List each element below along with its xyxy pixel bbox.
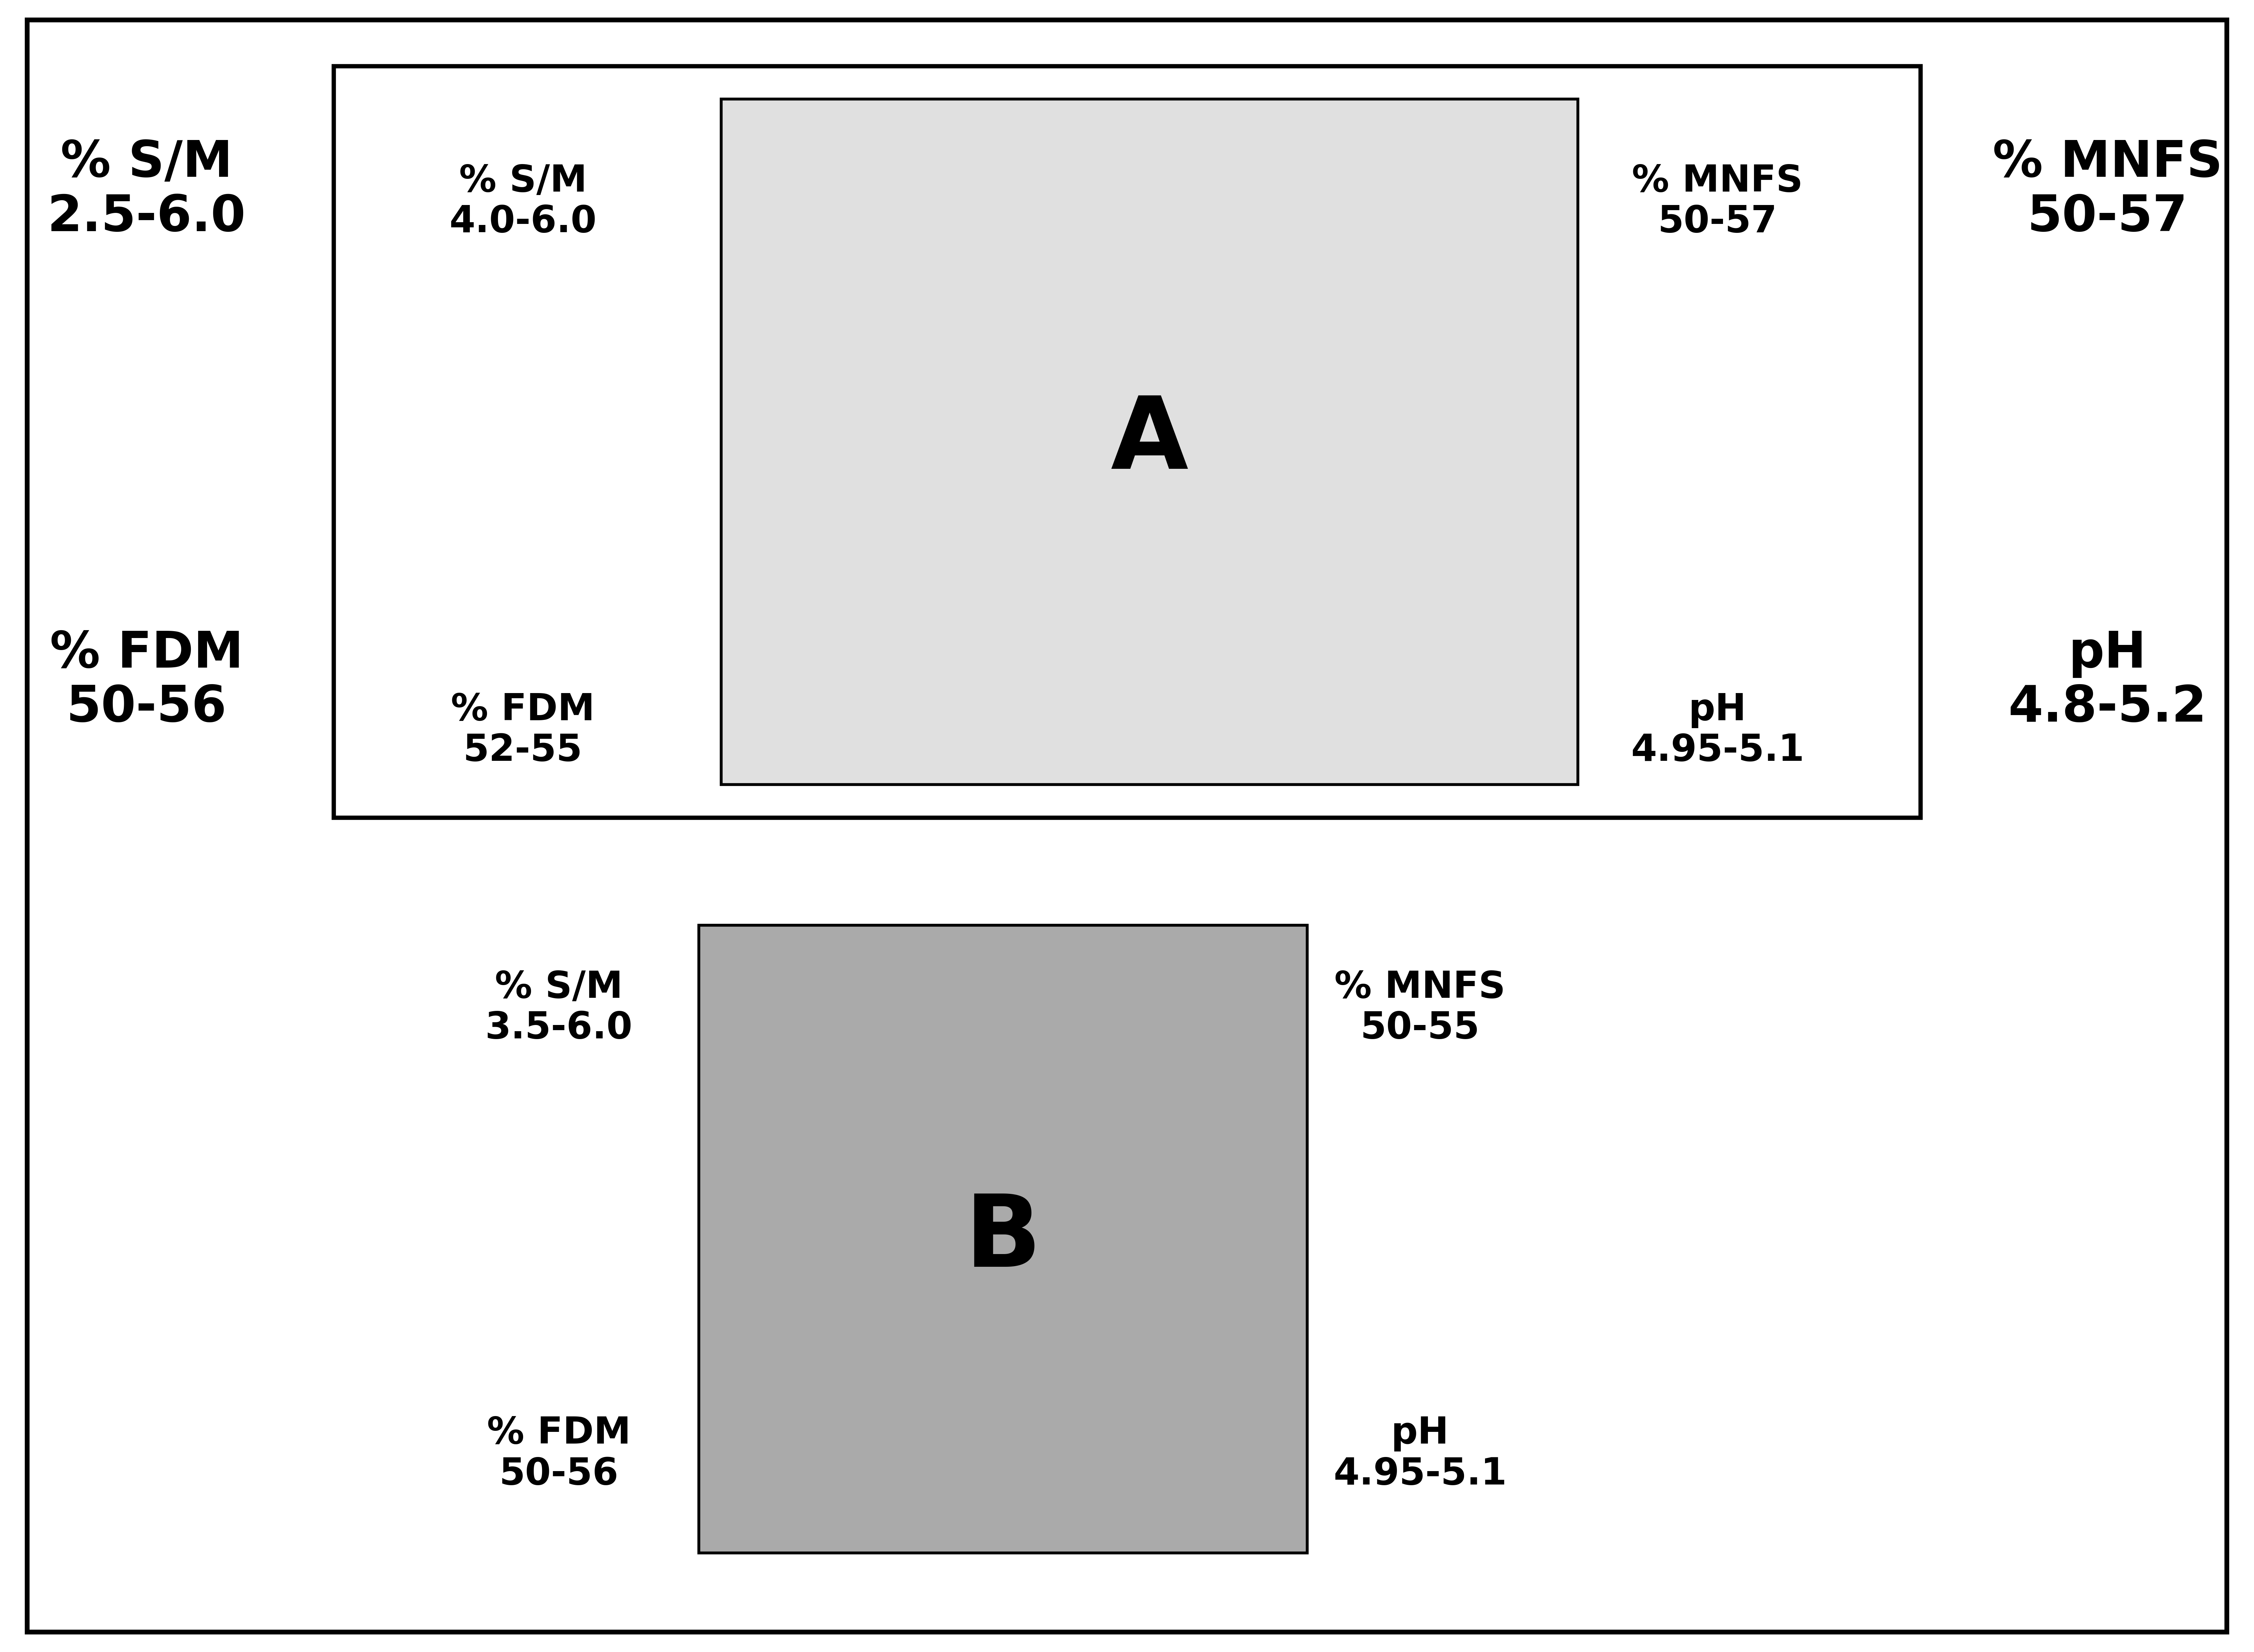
Text: pH
4.95-5.1: pH 4.95-5.1: [1334, 1416, 1506, 1492]
Text: B: B: [965, 1191, 1041, 1287]
Text: % MNFS
50-57: % MNFS 50-57: [1632, 164, 1803, 240]
Text: % FDM
52-55: % FDM 52-55: [451, 692, 595, 768]
Text: A: A: [1111, 393, 1188, 489]
Bar: [699, 925, 1307, 1553]
Text: pH
4.95-5.1: pH 4.95-5.1: [1632, 692, 1803, 768]
Text: % MNFS
50-55: % MNFS 50-55: [1334, 970, 1506, 1046]
Text: % S/M
4.0-6.0: % S/M 4.0-6.0: [449, 164, 597, 240]
Text: % S/M
2.5-6.0: % S/M 2.5-6.0: [47, 139, 246, 241]
Text: % FDM
50-56: % FDM 50-56: [487, 1416, 631, 1492]
Text: % MNFS
50-57: % MNFS 50-57: [1993, 139, 2222, 241]
Text: % FDM
50-56: % FDM 50-56: [50, 629, 243, 732]
Bar: [721, 99, 1578, 785]
Text: pH
4.8-5.2: pH 4.8-5.2: [2008, 629, 2207, 732]
Bar: [334, 66, 1920, 818]
Text: % S/M
3.5-6.0: % S/M 3.5-6.0: [485, 970, 633, 1046]
